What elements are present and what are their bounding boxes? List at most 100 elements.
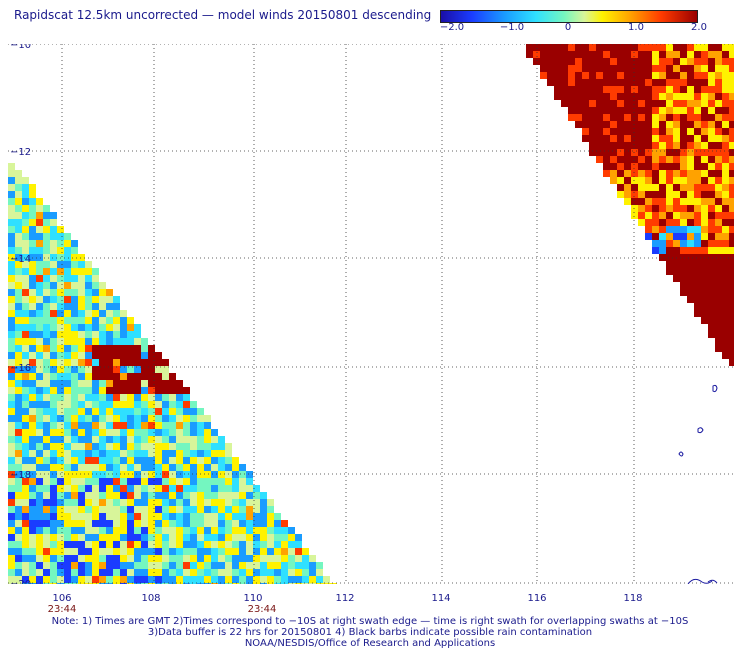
wind-cell — [302, 569, 309, 576]
wind-cell — [267, 527, 274, 534]
wind-cell — [141, 457, 148, 464]
wind-cell — [85, 513, 92, 520]
wind-cell — [99, 387, 106, 394]
wind-cell — [92, 478, 99, 485]
wind-cell — [645, 212, 652, 219]
wind-cell — [8, 261, 15, 268]
wind-cell — [22, 282, 29, 289]
wind-cell — [253, 520, 260, 527]
wind-cell — [71, 548, 78, 555]
wind-cell — [183, 534, 190, 541]
wind-cell — [673, 177, 680, 184]
wind-cell — [638, 114, 645, 121]
wind-cell — [631, 107, 638, 114]
wind-cell — [603, 128, 610, 135]
wind-cell — [127, 345, 134, 352]
wind-cell — [64, 583, 71, 584]
wind-cell — [638, 170, 645, 177]
wind-cell — [659, 184, 666, 191]
wind-cell — [155, 485, 162, 492]
wind-cell — [176, 576, 183, 583]
wind-cell — [169, 443, 176, 450]
wind-cell — [99, 555, 106, 562]
wind-cell — [715, 135, 722, 142]
wind-cell — [29, 562, 36, 569]
wind-cell — [610, 156, 617, 163]
wind-cell — [127, 548, 134, 555]
wind-cell — [169, 506, 176, 513]
wind-cell — [29, 478, 36, 485]
wind-cell — [554, 44, 561, 51]
wind-cell — [148, 520, 155, 527]
wind-cell — [666, 107, 673, 114]
wind-cell — [155, 548, 162, 555]
wind-cell — [148, 464, 155, 471]
colorbar-tick: 1.0 — [628, 22, 644, 33]
wind-cell — [71, 422, 78, 429]
wind-cell — [141, 415, 148, 422]
wind-cell — [673, 79, 680, 86]
wind-cell — [64, 317, 71, 324]
wind-cell — [78, 520, 85, 527]
wind-cell — [78, 548, 85, 555]
wind-cell — [246, 485, 253, 492]
wind-cell — [589, 142, 596, 149]
wind-cell — [729, 177, 734, 184]
wind-cell — [715, 128, 722, 135]
wind-cell — [645, 177, 652, 184]
wind-cell — [92, 359, 99, 366]
wind-cell — [36, 296, 43, 303]
wind-cell — [246, 555, 253, 562]
wind-cell — [22, 191, 29, 198]
wind-cell — [92, 513, 99, 520]
wind-cell — [197, 471, 204, 478]
wind-cell — [127, 380, 134, 387]
wind-cell — [127, 499, 134, 506]
wind-cell — [687, 226, 694, 233]
wind-cell — [729, 100, 734, 107]
wind-cell — [113, 296, 120, 303]
wind-cell — [148, 450, 155, 457]
wind-cell — [15, 331, 22, 338]
wind-cell — [8, 506, 15, 513]
wind-cell — [610, 114, 617, 121]
wind-cell — [197, 457, 204, 464]
wind-cell — [141, 387, 148, 394]
wind-cell — [274, 576, 281, 583]
wind-cell — [36, 506, 43, 513]
wind-cell — [85, 387, 92, 394]
wind-cell — [715, 170, 722, 177]
wind-cell — [267, 520, 274, 527]
wind-cell — [183, 520, 190, 527]
wind-cell — [694, 121, 701, 128]
wind-cell — [554, 51, 561, 58]
wind-cell — [162, 408, 169, 415]
wind-cell — [211, 471, 218, 478]
wind-cell — [120, 338, 127, 345]
wind-cell — [232, 541, 239, 548]
wind-cell — [36, 520, 43, 527]
wind-cell — [57, 548, 64, 555]
wind-cell — [589, 121, 596, 128]
island-outline — [712, 384, 718, 393]
wind-cell — [197, 527, 204, 534]
wind-cell — [148, 471, 155, 478]
wind-cell — [22, 457, 29, 464]
wind-cell — [694, 310, 701, 317]
wind-cell — [638, 65, 645, 72]
wind-cell — [85, 401, 92, 408]
wind-cell — [36, 422, 43, 429]
wind-cell — [176, 408, 183, 415]
wind-cell — [568, 93, 575, 100]
wind-cell — [78, 359, 85, 366]
wind-cell — [106, 387, 113, 394]
wind-cell — [85, 492, 92, 499]
wind-cell — [631, 44, 638, 51]
wind-cell — [36, 569, 43, 576]
wind-cell — [155, 555, 162, 562]
wind-cell — [50, 569, 57, 576]
wind-cell — [71, 408, 78, 415]
wind-cell — [57, 331, 64, 338]
wind-cell — [71, 352, 78, 359]
wind-cell — [50, 338, 57, 345]
